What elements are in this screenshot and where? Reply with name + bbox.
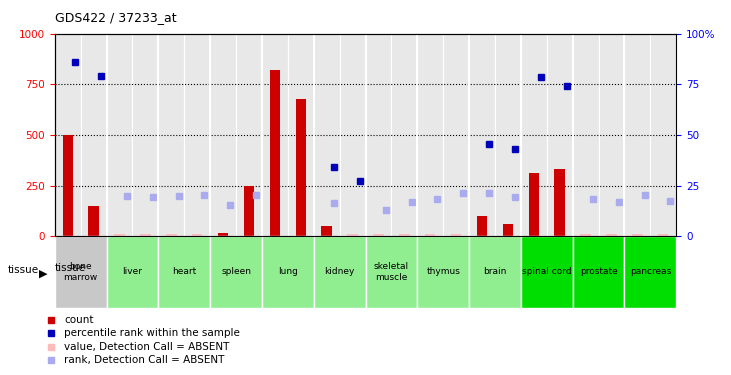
Bar (107, 34, 132, 236)
Text: brain: brain (483, 267, 507, 276)
Bar (159, 236, 211, 308)
Bar (140, 234, 151, 236)
Bar (495, 34, 520, 236)
Bar (624, 236, 676, 308)
Bar (425, 234, 436, 236)
Text: spinal cord: spinal cord (522, 267, 572, 276)
Bar (555, 170, 565, 236)
Bar (218, 233, 228, 236)
Bar (599, 34, 624, 236)
Bar (451, 234, 461, 236)
Text: liver: liver (123, 267, 143, 276)
Bar (417, 236, 469, 308)
Bar (443, 34, 469, 236)
Bar (262, 236, 314, 308)
Bar (632, 234, 643, 236)
Bar (547, 34, 572, 236)
Bar (314, 34, 340, 236)
Bar (55, 236, 107, 308)
Bar (288, 34, 314, 236)
Bar (572, 236, 624, 308)
Text: ▶: ▶ (39, 269, 48, 279)
Bar (347, 234, 357, 236)
Text: percentile rank within the sample: percentile rank within the sample (64, 328, 240, 338)
Text: prostate: prostate (580, 267, 618, 276)
Bar (606, 234, 617, 236)
Bar (469, 34, 495, 236)
Bar (211, 236, 262, 308)
Bar (658, 234, 668, 236)
Bar (166, 234, 176, 236)
Bar (477, 216, 487, 236)
Bar (366, 236, 417, 308)
Bar (210, 34, 236, 236)
Bar (366, 34, 391, 236)
Text: rank, Detection Call = ABSENT: rank, Detection Call = ABSENT (64, 355, 224, 365)
Bar (374, 234, 384, 236)
Bar (159, 34, 184, 236)
Bar (63, 135, 73, 236)
Bar (270, 70, 280, 236)
Bar (314, 236, 366, 308)
Bar (503, 224, 513, 236)
Bar (340, 34, 366, 236)
Bar (114, 234, 125, 236)
Bar (521, 236, 572, 308)
Bar (580, 234, 591, 236)
Bar (184, 34, 210, 236)
Text: tissue: tissue (55, 263, 86, 273)
Text: lung: lung (278, 267, 298, 276)
Bar (417, 34, 443, 236)
Text: heart: heart (172, 267, 197, 276)
Text: bone
marrow: bone marrow (64, 262, 98, 282)
Bar (572, 34, 599, 236)
Bar (192, 234, 202, 236)
Bar (107, 236, 159, 308)
Bar (55, 34, 80, 236)
Text: skeletal
muscle: skeletal muscle (374, 262, 409, 282)
Bar (322, 226, 332, 236)
Bar (469, 236, 520, 308)
Text: kidney: kidney (325, 267, 355, 276)
Bar (236, 34, 262, 236)
Text: pancreas: pancreas (629, 267, 671, 276)
Bar (295, 99, 306, 236)
Bar (624, 34, 651, 236)
Bar (244, 186, 254, 236)
Bar (529, 174, 539, 236)
Text: spleen: spleen (221, 267, 251, 276)
Text: tissue: tissue (7, 265, 39, 275)
Bar (651, 34, 676, 236)
Bar (399, 234, 409, 236)
Bar (391, 34, 417, 236)
Bar (80, 34, 107, 236)
Bar (520, 34, 547, 236)
Text: thymus: thymus (426, 267, 460, 276)
Text: count: count (64, 315, 94, 325)
Bar (132, 34, 159, 236)
Bar (262, 34, 288, 236)
Text: value, Detection Call = ABSENT: value, Detection Call = ABSENT (64, 342, 230, 352)
Bar (88, 206, 99, 236)
Text: GDS422 / 37233_at: GDS422 / 37233_at (55, 10, 176, 24)
